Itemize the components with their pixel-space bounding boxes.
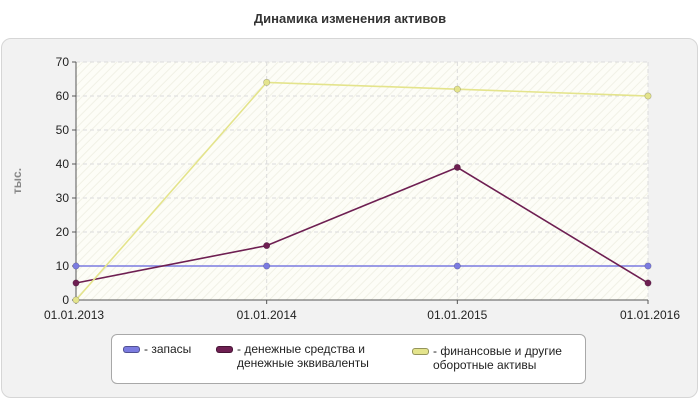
data-point[interactable] (453, 163, 461, 171)
legend-item-financial: - финансовые и другие оборотные активы (412, 344, 562, 372)
data-point[interactable] (263, 78, 271, 86)
legend-item-cash: - денежные средства и денежные эквивален… (216, 342, 369, 370)
axes (72, 61, 649, 304)
x-tick-label: 01.01.2013 (44, 308, 104, 322)
series-line (75, 166, 649, 284)
series-1 (72, 163, 652, 287)
y-tick-labels: 0 10 20 30 40 50 60 70 (56, 55, 70, 307)
data-point[interactable] (644, 92, 652, 100)
x-tick-labels: 01.01.2013 01.01.2014 01.01.2015 01.01.2016 (44, 308, 680, 322)
legend-swatch (216, 346, 233, 353)
series-0 (72, 262, 652, 270)
data-point[interactable] (72, 262, 80, 270)
x-tick-label: 01.01.2015 (427, 308, 487, 322)
data-point[interactable] (72, 279, 80, 287)
data-point[interactable] (453, 262, 461, 270)
x-tick-label: 01.01.2016 (620, 308, 680, 322)
legend-swatch (123, 346, 140, 353)
y-tick-label: 10 (56, 259, 70, 273)
x-tick-label: 01.01.2014 (237, 308, 297, 322)
data-point[interactable] (72, 296, 80, 304)
y-tick-label: 60 (56, 89, 70, 103)
y-tick-label: 40 (56, 157, 70, 171)
legend-item-zapasy: - запасы (123, 342, 191, 356)
legend: - запасы - денежные средства и денежные … (111, 334, 586, 384)
chart-title: Динамика изменения активов (253, 11, 447, 26)
legend-label: - финансовые и другие оборотные активы (433, 344, 562, 372)
series-line (75, 81, 649, 301)
y-axis-label: тыс. (10, 168, 24, 194)
data-point[interactable] (263, 242, 271, 250)
y-tick-label: 20 (56, 225, 70, 239)
y-tick-label: 70 (56, 55, 70, 69)
series-2 (72, 78, 652, 304)
y-tick-label: 30 (56, 191, 70, 205)
data-point[interactable] (263, 262, 271, 270)
y-tick-label: 50 (56, 123, 70, 137)
legend-label: - запасы (144, 342, 192, 356)
y-tick-label: 0 (62, 293, 69, 307)
plot-area (76, 62, 648, 300)
legend-label: - денежные средства и денежные эквивален… (237, 342, 369, 370)
legend-swatch (412, 348, 429, 355)
data-point[interactable] (453, 85, 461, 93)
series-group (72, 78, 652, 304)
data-point[interactable] (644, 262, 652, 270)
data-point[interactable] (644, 279, 652, 287)
